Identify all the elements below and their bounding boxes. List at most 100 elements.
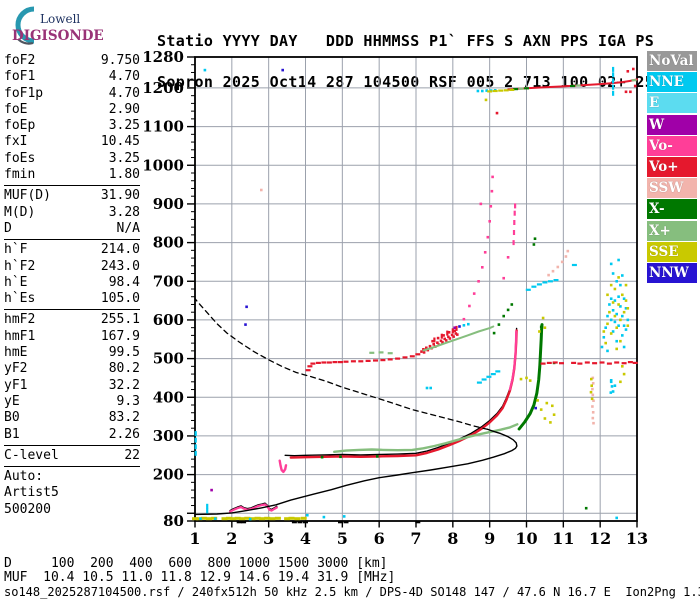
series-sse-mid-scatter bbox=[539, 408, 543, 411]
series-top-cyan-vdash bbox=[612, 66, 615, 72]
param-value: 167.9 bbox=[100, 328, 140, 344]
ionogram-header: Statio YYYY DAY DDD HHMMSS P1` FFS S AXN… bbox=[157, 8, 654, 116]
series-Es-layer-yellow bbox=[269, 517, 276, 521]
series-spread-scatter-yellow bbox=[613, 287, 617, 291]
param-value: 98.4 bbox=[108, 274, 140, 290]
series-second-hop-red-dotted bbox=[326, 361, 332, 364]
series-spread-scatter-cyan bbox=[613, 320, 617, 324]
y-axis-label: 1200 bbox=[142, 79, 184, 97]
series-ssw-dots bbox=[260, 188, 263, 192]
series-spread-scatter-cyan bbox=[619, 305, 622, 308]
series-second-hop-red-cluster bbox=[441, 341, 444, 344]
series-spread-scatter-cyan bbox=[617, 324, 620, 327]
series-second-hop-red-cluster bbox=[422, 348, 425, 351]
series-second-hop-red-cluster bbox=[431, 339, 434, 343]
series-second-hop-red-cluster bbox=[454, 332, 458, 335]
series-spread-scatter-cyan bbox=[602, 336, 606, 339]
lowell-digisonde-logo: Lowell DIGISONDE bbox=[4, 4, 149, 48]
series-spread-scatter-yellow bbox=[621, 293, 624, 297]
series-second-hop-x-green-dashes bbox=[387, 352, 393, 355]
series-Es-layer-cyan-bits bbox=[322, 515, 326, 519]
series-spread-scatter-cyan bbox=[621, 314, 624, 318]
param-row: B1 2.26 bbox=[4, 427, 140, 443]
series-second-hop-pink-vdash bbox=[514, 203, 517, 209]
series-Es-layer-yellow bbox=[249, 517, 256, 521]
series-cluster-top-specks-cyan bbox=[425, 386, 429, 390]
series-red-dotted-right bbox=[621, 362, 627, 365]
param-label: foF1 bbox=[4, 69, 36, 85]
series-second-hop-red-cluster bbox=[436, 336, 440, 340]
series-ssw-column bbox=[591, 416, 595, 420]
series-top-trace-yellow bbox=[503, 89, 509, 92]
series-spread-scatter-cyan bbox=[609, 262, 613, 266]
series-second-hop-red-dotted bbox=[338, 361, 343, 364]
param-label: D bbox=[4, 220, 12, 236]
distance-row: D 100 200 400 600 800 1000 1500 3000 [km… bbox=[4, 556, 388, 571]
param-row: foF1p 4.70 bbox=[4, 86, 140, 102]
param-row: yF1 32.2 bbox=[4, 378, 140, 394]
param-value: 1.80 bbox=[108, 167, 140, 183]
series-cluster-top-specks-nnw bbox=[245, 305, 248, 309]
series-sse-mid-scatter bbox=[538, 330, 541, 333]
series-F-leading-hook-pink bbox=[278, 459, 288, 474]
series-ssw-dots bbox=[564, 255, 568, 258]
header-field-names: Statio YYYY DAY DDD HHMMSS P1` FFS S AXN… bbox=[157, 32, 655, 50]
series-red-dotted-right bbox=[584, 361, 590, 364]
series-left-edge-cyan bbox=[194, 444, 197, 450]
series-spread-scatter-yellow bbox=[613, 314, 617, 318]
param-label: h`E bbox=[4, 274, 28, 290]
series-spread-scatter-yellow bbox=[604, 341, 607, 345]
legend-item-nnw: NNW bbox=[647, 262, 697, 283]
series-second-hop-red-cluster bbox=[428, 344, 432, 348]
series-spread-scatter-cyan bbox=[613, 299, 617, 302]
series-Es-layer-yellow bbox=[284, 517, 291, 521]
param-value: 9.3 bbox=[116, 393, 140, 409]
series-cluster-top-specks-cyan bbox=[467, 322, 470, 326]
series-top-cyan-vdash bbox=[612, 78, 615, 84]
series-spread-scatter-yellow bbox=[615, 347, 618, 351]
param-group: foF2 9.750 foF1 4.70 foF1p 4.70 foE 2.90 foEp 3.2… bbox=[4, 53, 140, 187]
legend-item-x: X- bbox=[647, 199, 697, 220]
series-axis-gap-dashes bbox=[343, 521, 349, 524]
y-axis-label: 300 bbox=[153, 427, 184, 445]
series-spread-scatter-cyan bbox=[600, 345, 604, 349]
series-top-red-extras bbox=[624, 90, 628, 94]
series-axis-gap-dashes bbox=[236, 521, 242, 524]
param-value: 4.70 bbox=[108, 69, 140, 85]
auto-info-line: Artist5 bbox=[4, 485, 140, 501]
series-second-hop-x-dark-green bbox=[497, 323, 501, 326]
x-axis-label: 2 bbox=[226, 529, 237, 548]
series-left-edge-cyan bbox=[194, 437, 197, 443]
series-sse-column bbox=[589, 390, 593, 394]
series-F-trace-green-specks bbox=[584, 506, 588, 510]
series-Es-layer-yellow bbox=[264, 516, 271, 520]
series-spread-scatter-cyan bbox=[604, 326, 607, 329]
series-ssw-column bbox=[591, 411, 595, 414]
x-axis-label: 11 bbox=[552, 529, 574, 548]
series-spread-scatter-cyan bbox=[615, 339, 618, 343]
series-left-edge-cyan bbox=[206, 503, 209, 509]
series-second-hop-red-cluster bbox=[442, 334, 445, 337]
auto-info-text: Auto: bbox=[4, 469, 44, 485]
param-label: foEs bbox=[4, 150, 36, 166]
series-left-edge-cyan bbox=[194, 431, 197, 437]
legend-item-ssw: SSW bbox=[647, 178, 697, 199]
series-sse-mid-scatter bbox=[543, 417, 547, 420]
series-sse-mid-scatter bbox=[549, 421, 552, 424]
series-spread-scatter-cyan bbox=[613, 384, 617, 387]
legend-item-x: X+ bbox=[647, 220, 697, 241]
param-group: MUF(D) 31.90 M(D) 3.28 D N/A bbox=[4, 188, 140, 241]
param-label: B0 bbox=[4, 410, 20, 426]
series-second-hop-pink-vdash bbox=[513, 220, 516, 225]
auto-info-text: Artist5 bbox=[4, 485, 59, 501]
param-label: MUF(D) bbox=[4, 188, 51, 204]
series-cluster-top-specks-nnw bbox=[534, 406, 537, 410]
param-row: hmF2 255.1 bbox=[4, 312, 140, 328]
series-top-trace-yellow bbox=[487, 90, 493, 93]
series-axis-gap-dashes bbox=[415, 521, 421, 524]
series-sse-mid-scatter bbox=[551, 404, 554, 408]
series-spread-scatter-yellow bbox=[617, 303, 620, 306]
y-axis-label: 1280 bbox=[142, 48, 184, 66]
series-second-hop-x-dark-green bbox=[492, 331, 496, 335]
